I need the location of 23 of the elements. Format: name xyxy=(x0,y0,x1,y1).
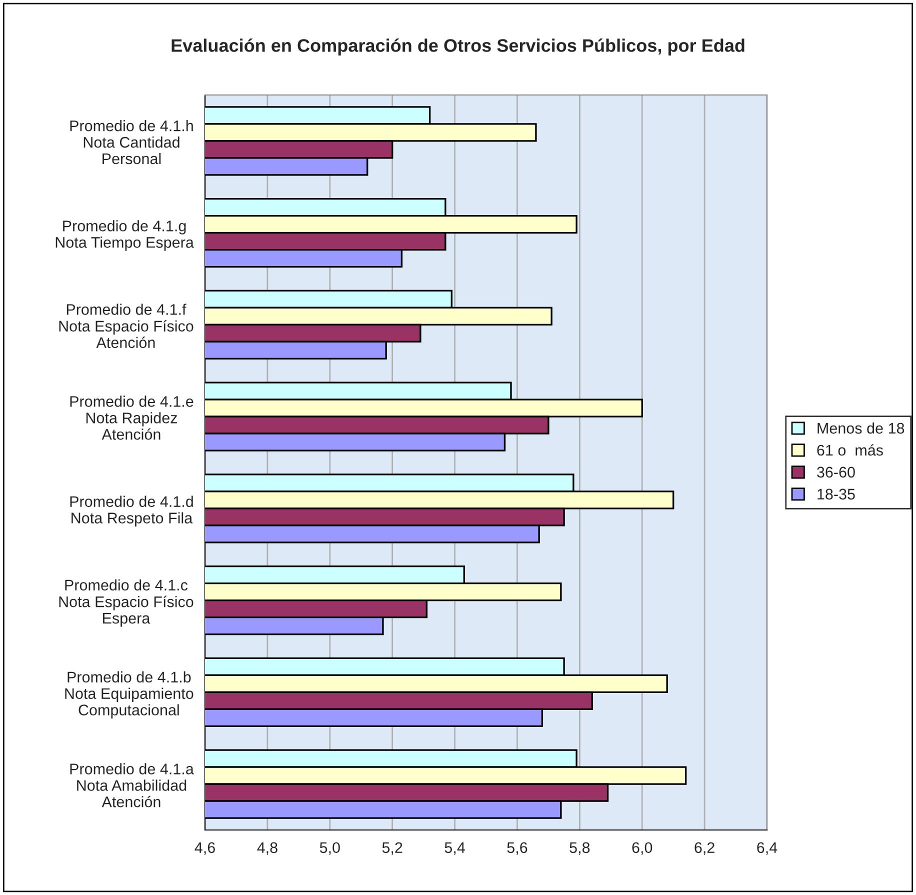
chart-title: Evaluación en Comparación de Otros Servicios Públicos, por Edad xyxy=(172,38,744,56)
x-tick-label: 5,6 xyxy=(507,842,528,855)
x-tick-label: 5,8 xyxy=(570,842,590,855)
y-tick-label: Promedio de 4.1.a Nota Amabilidad Atención xyxy=(70,763,194,808)
x-tick-label: 6,0 xyxy=(632,842,652,855)
legend-label: 61 o más xyxy=(817,444,883,456)
x-tick-label: 6,4 xyxy=(757,842,778,855)
x-tick-label: 5,4 xyxy=(444,842,465,855)
y-tick-label: Promedio de 4.1.b Nota Equipamiento Computacional xyxy=(65,671,194,718)
legend-label: 36-60 xyxy=(817,466,855,478)
legend-label: Menos de 18 xyxy=(818,422,904,434)
x-tick-label: 5,0 xyxy=(320,842,340,855)
y-tick-label: Promedio de 4.1.d Nota Respeto Fila xyxy=(70,496,193,526)
x-tick-label: 5,2 xyxy=(382,842,402,855)
x-tick-label: 4,6 xyxy=(194,842,215,855)
legend-label: 18-35 xyxy=(818,488,855,500)
y-tick-label: Promedio de 4.1.c Nota Espacio Físico Espera xyxy=(59,579,194,627)
x-tick-label: 4,8 xyxy=(257,842,278,855)
y-tick-label: Promedio de 4.1.h Nota Cantidad Personal xyxy=(70,120,193,164)
y-tick-label: Promedio de 4.1.g Nota Tiempo Espera xyxy=(56,220,194,251)
y-tick-label: Promedio de 4.1.f Nota Espacio Físico Atención xyxy=(59,304,194,348)
x-tick-label: 6,2 xyxy=(694,842,714,855)
y-tick-label: Promedio de 4.1.e Nota Rapidez Atención xyxy=(70,396,194,440)
